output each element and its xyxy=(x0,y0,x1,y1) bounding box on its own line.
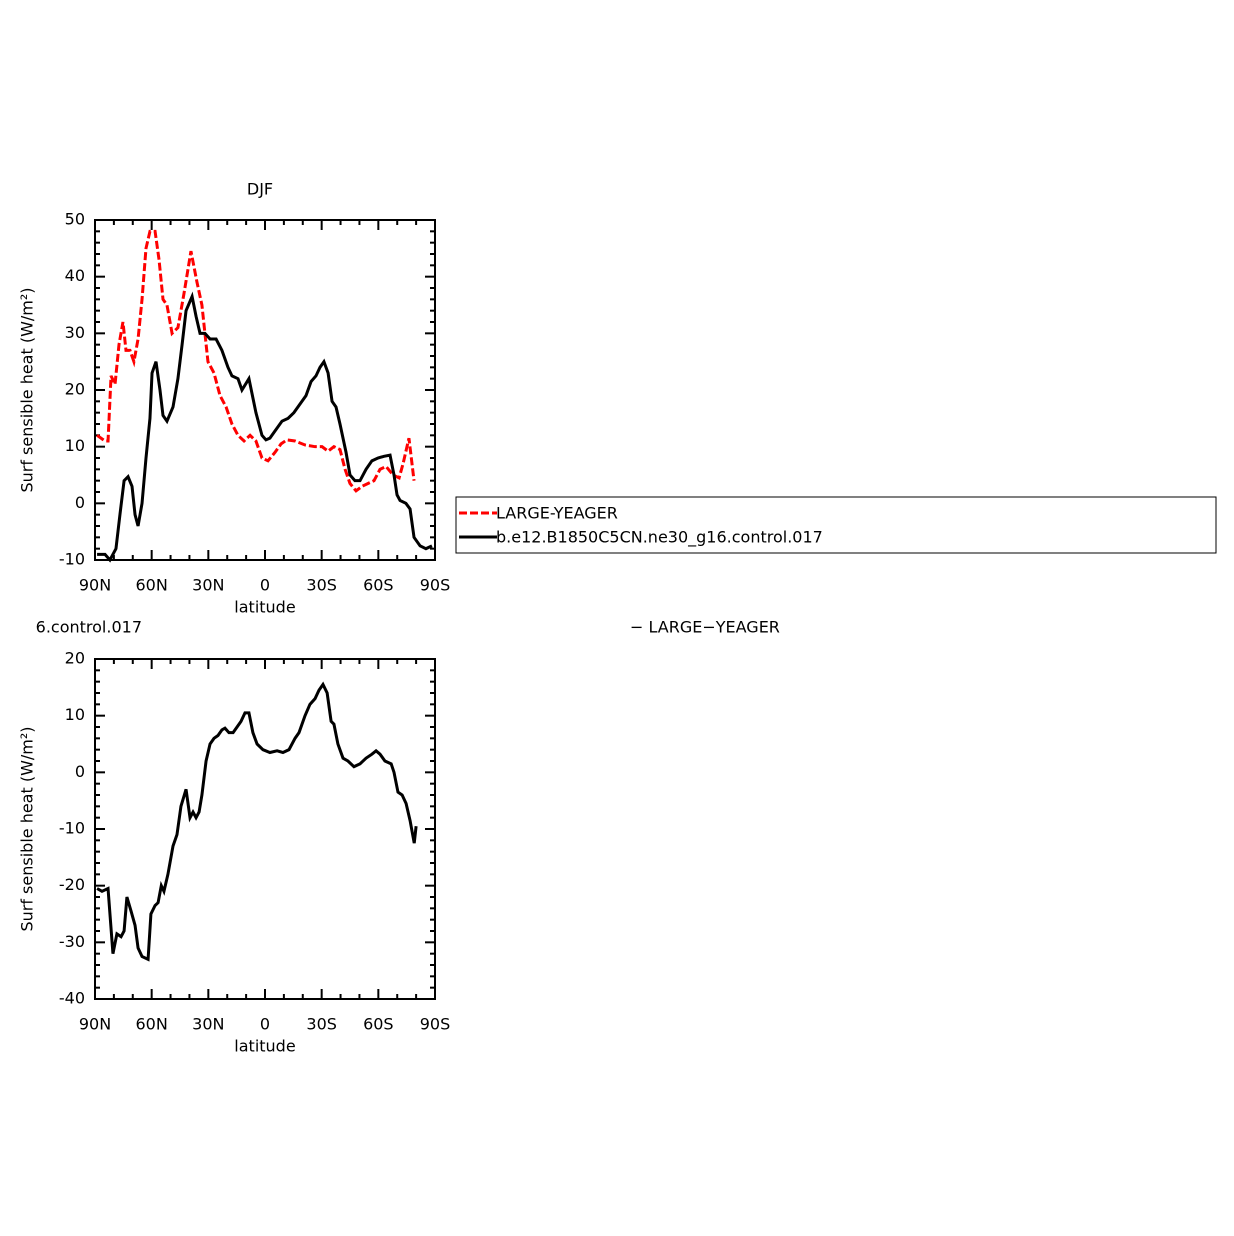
y-tick-label: 40 xyxy=(65,266,85,285)
y-tick-label: -10 xyxy=(59,819,85,838)
x-tick-label: 60S xyxy=(363,1015,394,1034)
plot-frame xyxy=(94,219,436,561)
x-axis-label: latitude xyxy=(234,1037,295,1056)
y-tick-label: 10 xyxy=(65,436,85,455)
x-tick-label: 60N xyxy=(136,576,168,595)
plot-frame xyxy=(94,658,436,1000)
y-tick-label: 20 xyxy=(65,380,85,399)
y-axis-label: Surf sensible heat (W/m²) xyxy=(18,726,37,931)
x-axis-label: latitude xyxy=(234,598,295,617)
y-tick-label: 10 xyxy=(65,705,85,724)
x-tick-label: 30S xyxy=(306,1015,337,1034)
y-tick-label: -20 xyxy=(59,875,85,894)
legend-box xyxy=(455,496,1217,554)
x-tick-label: 90N xyxy=(79,1015,111,1034)
legend-label: b.e12.B1850C5CN.ne30_g16.control.017 xyxy=(496,528,823,548)
chart-title-left: 6.control.017 xyxy=(36,618,142,637)
x-tick-label: 0 xyxy=(260,1015,270,1034)
legend-label: LARGE-YEAGER xyxy=(496,504,618,523)
y-tick-label: 0 xyxy=(75,762,85,781)
data-line xyxy=(96,681,418,962)
x-tick-label: 90S xyxy=(420,576,451,595)
x-tick-label: 90N xyxy=(79,576,111,595)
chart-title: DJF xyxy=(247,180,273,199)
x-tick-label: 0 xyxy=(260,576,270,595)
x-tick-label: 60S xyxy=(363,576,394,595)
x-tick-label: 30N xyxy=(192,576,224,595)
chart-title-right: − LARGE−YEAGER xyxy=(630,618,780,637)
y-tick-label: -30 xyxy=(59,932,85,951)
y-tick-label: 20 xyxy=(65,649,85,668)
x-tick-label: 30N xyxy=(192,1015,224,1034)
data-line xyxy=(97,291,433,563)
x-tick-label: 90S xyxy=(420,1015,451,1034)
x-tick-label: 30S xyxy=(306,576,337,595)
y-axis-label: Surf sensible heat (W/m²) xyxy=(18,287,37,492)
y-tick-label: -40 xyxy=(59,989,85,1008)
x-tick-label: 60N xyxy=(136,1015,168,1034)
y-tick-label: 50 xyxy=(65,210,85,229)
data-line xyxy=(96,229,416,493)
y-tick-label: 0 xyxy=(75,493,85,512)
y-tick-label: 30 xyxy=(65,323,85,342)
y-tick-label: -10 xyxy=(59,550,85,569)
